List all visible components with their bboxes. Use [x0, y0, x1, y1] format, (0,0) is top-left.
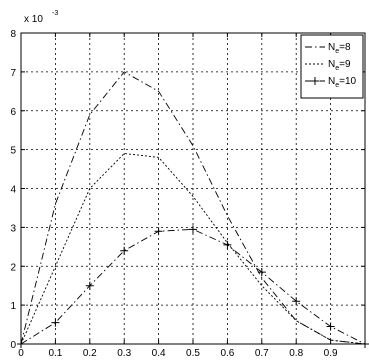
y-tick-label: 8 [10, 29, 16, 40]
legend-label-subscript: e [335, 82, 339, 89]
data-point-marker [51, 318, 60, 327]
y-tick-label: 6 [10, 107, 16, 118]
legend-label: Ne=10 [328, 76, 357, 89]
data-point-marker [292, 297, 301, 306]
legend-label-subscript: e [335, 65, 339, 72]
series-line-2 [20, 153, 366, 345]
y-tick-label: 2 [10, 262, 16, 273]
data-point-marker [189, 225, 197, 234]
legend-label-suffix: =10 [339, 76, 356, 87]
y-multiplier: x 10 -3 [24, 10, 58, 25]
y-multiplier-base: x 10 [24, 14, 43, 25]
y-tick-label: 1 [10, 301, 16, 312]
data-point-marker [257, 268, 266, 277]
x-tick-label: 0.7 [255, 348, 269, 359]
legend-label: Ne=9 [328, 59, 351, 72]
x-tick-label: 0.5 [186, 348, 200, 359]
y-tick-label: 7 [10, 68, 16, 79]
legend-label-prefix: N [328, 42, 335, 53]
data-point-marker [85, 281, 94, 290]
legend-box [300, 34, 364, 99]
data-point-marker [120, 246, 129, 255]
y-multiplier-exponent: -3 [52, 10, 58, 17]
x-tick-label: 0.2 [83, 348, 97, 359]
x-tick-label: 0.3 [117, 348, 131, 359]
legend-label-prefix: N [328, 59, 335, 70]
data-point-marker [361, 340, 369, 348]
legend-label-suffix: =9 [339, 59, 351, 70]
x-tick-label: 0.9 [324, 348, 338, 359]
legend-label-suffix: =8 [339, 42, 351, 53]
legend-label-subscript: e [335, 48, 339, 55]
x-tick-label: 0.8 [289, 348, 303, 359]
y-tick-label: 0 [10, 340, 16, 351]
data-point-marker [154, 227, 163, 236]
legend-marker [311, 77, 319, 85]
legend: Ne=8Ne=9Ne=10 [300, 34, 364, 99]
y-tick-label: 3 [10, 223, 16, 234]
data-point-marker [223, 240, 232, 249]
x-tick-label: 0 [18, 348, 24, 359]
series-line-3 [20, 228, 366, 345]
series-layer [17, 71, 369, 348]
x-tick-label: 0.1 [48, 348, 62, 359]
data-point-marker [326, 322, 335, 331]
x-tick-label: 0.4 [152, 348, 166, 359]
data-point-marker [17, 340, 25, 348]
x-tick-label: 0.6 [220, 348, 234, 359]
y-tick-label: 4 [10, 185, 16, 196]
y-tick-label: 5 [10, 146, 16, 157]
legend-label-prefix: N [328, 76, 335, 87]
legend-label: Ne=8 [328, 42, 351, 55]
